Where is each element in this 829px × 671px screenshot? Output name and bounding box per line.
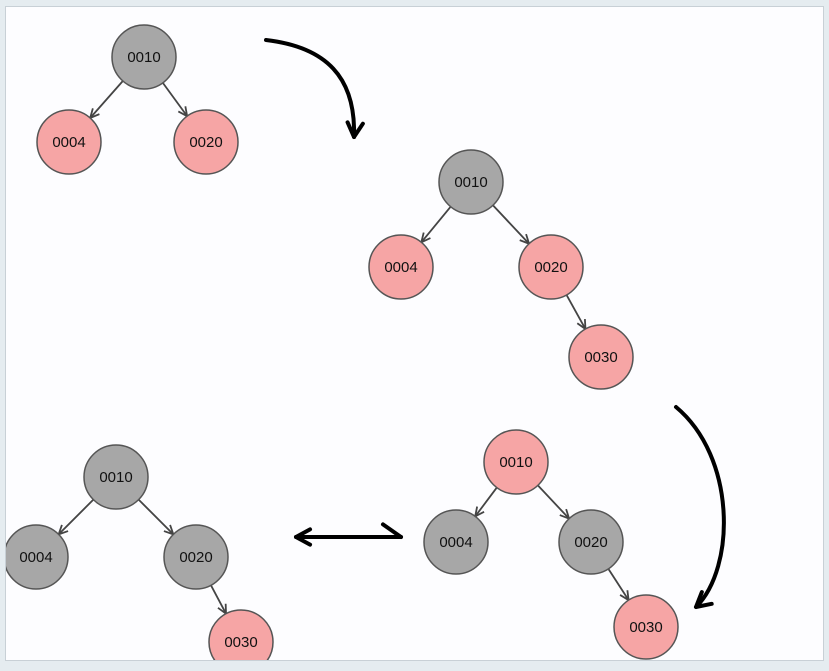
node-label: 0004 (19, 549, 52, 566)
arrow_2_to_3 (676, 407, 724, 607)
node-0010: 0010 (484, 430, 548, 494)
node-label: 0020 (189, 134, 222, 151)
tree-edge (211, 585, 226, 613)
node-0030: 0030 (569, 325, 633, 389)
node-label: 0010 (454, 174, 487, 191)
tree-edge (608, 569, 628, 600)
tree-edge (567, 295, 586, 329)
node-label: 0010 (127, 49, 160, 66)
node-0010: 0010 (439, 150, 503, 214)
node-label: 0010 (499, 454, 532, 471)
tree-edge (493, 205, 529, 243)
node-label: 0030 (629, 619, 662, 636)
node-label: 0004 (439, 534, 472, 551)
tree-edge (163, 83, 187, 116)
arrow_1_to_2 (266, 40, 354, 137)
node-label: 0030 (584, 349, 617, 366)
node-0004: 0004 (424, 510, 488, 574)
diagram-canvas: 0010 0004 0020 0010 0004 0020 0030 0010 0004 0020… (5, 6, 824, 661)
node-0030: 0030 (614, 595, 678, 659)
node-0010: 0010 (84, 445, 148, 509)
node-label: 0020 (179, 549, 212, 566)
diagram-svg: 0010 0004 0020 0010 0004 0020 0030 0010 0004 0020… (6, 7, 823, 660)
node-0020: 0020 (174, 110, 238, 174)
node-label: 0020 (574, 534, 607, 551)
node-label: 0004 (384, 259, 417, 276)
node-0004: 0004 (369, 235, 433, 299)
tree-edge (139, 500, 174, 535)
tree-edge (59, 500, 94, 535)
node-0030: 0030 (209, 610, 273, 660)
tree-edge (90, 81, 123, 118)
node-0004: 0004 (37, 110, 101, 174)
node-0020: 0020 (164, 525, 228, 589)
node-0020: 0020 (519, 235, 583, 299)
tree-edge (421, 207, 450, 243)
node-label: 0004 (52, 134, 85, 151)
node-label: 0010 (99, 469, 132, 486)
node-0010: 0010 (112, 25, 176, 89)
node-label: 0020 (534, 259, 567, 276)
tree-edge (475, 488, 497, 517)
tree-edge (538, 485, 569, 518)
node-label: 0030 (224, 634, 257, 651)
node-0004: 0004 (6, 525, 68, 589)
node-0020: 0020 (559, 510, 623, 574)
